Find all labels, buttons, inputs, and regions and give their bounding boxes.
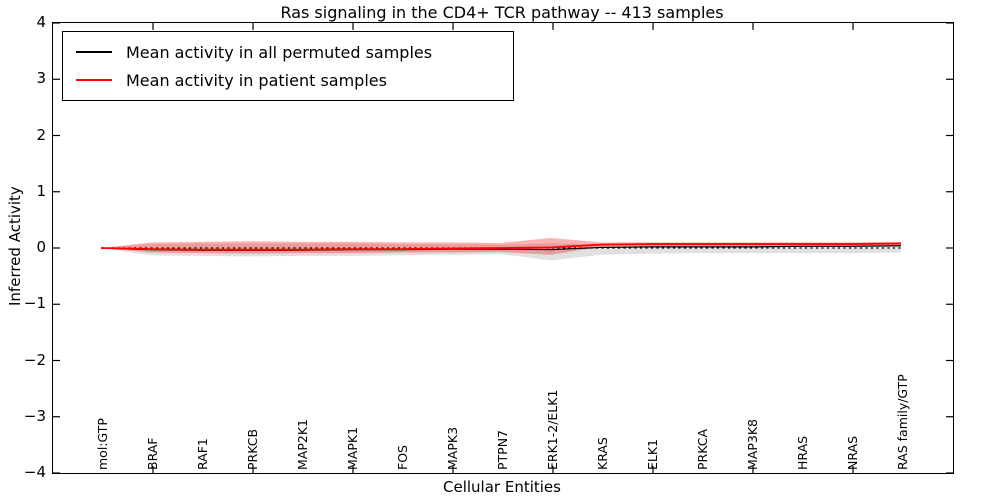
x-category-label: NRAS — [845, 435, 860, 470]
y-tick-label: 3 — [36, 69, 46, 88]
x-category-label: KRAS — [595, 437, 610, 470]
x-category-label: ELK1 — [645, 438, 660, 470]
x-category-label: BRAF — [145, 437, 160, 471]
x-category-label: MAP3K8 — [745, 419, 760, 470]
y-tick-label: 1 — [36, 181, 46, 200]
plot-canvas — [53, 23, 953, 473]
series-line-patient — [100, 242, 902, 251]
x-category-label: FOS — [395, 445, 410, 470]
y-tick-label: −2 — [23, 350, 46, 369]
y-tick-label: 0 — [36, 238, 46, 256]
x-category-label: MAPK3 — [445, 426, 460, 470]
x-category-label: RAS family/GTP — [895, 374, 910, 470]
y-tick-label: 4 — [36, 13, 46, 31]
x-category-label: PRKCA — [695, 428, 710, 470]
y-axis-title: Inferred Activity — [6, 186, 24, 306]
y-tick-label: 2 — [36, 125, 46, 144]
x-category-label: MAPK1 — [345, 426, 360, 470]
x-category-label: mol:GTP — [95, 418, 110, 470]
chart-title: Ras signaling in the CD4+ TCR pathway --… — [280, 3, 724, 22]
y-tick-label: −4 — [23, 463, 46, 481]
x-category-label: PRKCB — [245, 428, 260, 470]
x-category-label: RAF1 — [195, 438, 210, 470]
legend-line-permuted-swatch — [76, 51, 112, 53]
legend-entry-patient: Mean activity in patient samples — [76, 66, 513, 94]
x-category-label: HRAS — [795, 435, 810, 470]
x-axis-title: Cellular Entities — [443, 478, 561, 496]
x-category-label: MAP2K1 — [295, 419, 310, 470]
legend: Mean activity in all permuted samples Me… — [62, 31, 514, 101]
y-tick-label: −3 — [23, 406, 46, 425]
legend-label-patient: Mean activity in patient samples — [126, 70, 387, 90]
legend-label-permuted: Mean activity in all permuted samples — [126, 42, 433, 62]
x-category-label: PTPN7 — [495, 429, 510, 470]
x-category-label: ERK1-2/ELK1 — [545, 389, 560, 470]
legend-entry-permuted: Mean activity in all permuted samples — [76, 38, 513, 66]
legend-line-patient-swatch — [76, 79, 112, 81]
y-tick-label: −1 — [23, 294, 46, 313]
